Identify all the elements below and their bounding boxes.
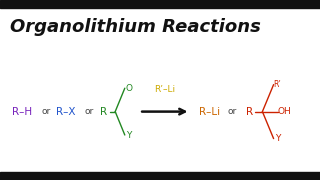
Text: Organolithium Reactions: Organolithium Reactions xyxy=(10,18,260,36)
Text: R–H: R–H xyxy=(12,107,32,117)
Text: R–X: R–X xyxy=(56,107,75,117)
Text: or: or xyxy=(84,107,93,116)
Text: O: O xyxy=(125,84,132,93)
Text: OH: OH xyxy=(277,107,291,116)
Text: R’: R’ xyxy=(274,80,281,89)
Text: Y: Y xyxy=(126,130,131,140)
Text: R: R xyxy=(100,107,108,117)
Text: R’–Li: R’–Li xyxy=(154,86,175,94)
Text: R–Li: R–Li xyxy=(199,107,220,117)
Text: or: or xyxy=(228,107,236,116)
Text: Y: Y xyxy=(275,134,280,143)
Text: R: R xyxy=(246,107,253,117)
Text: or: or xyxy=(42,107,51,116)
